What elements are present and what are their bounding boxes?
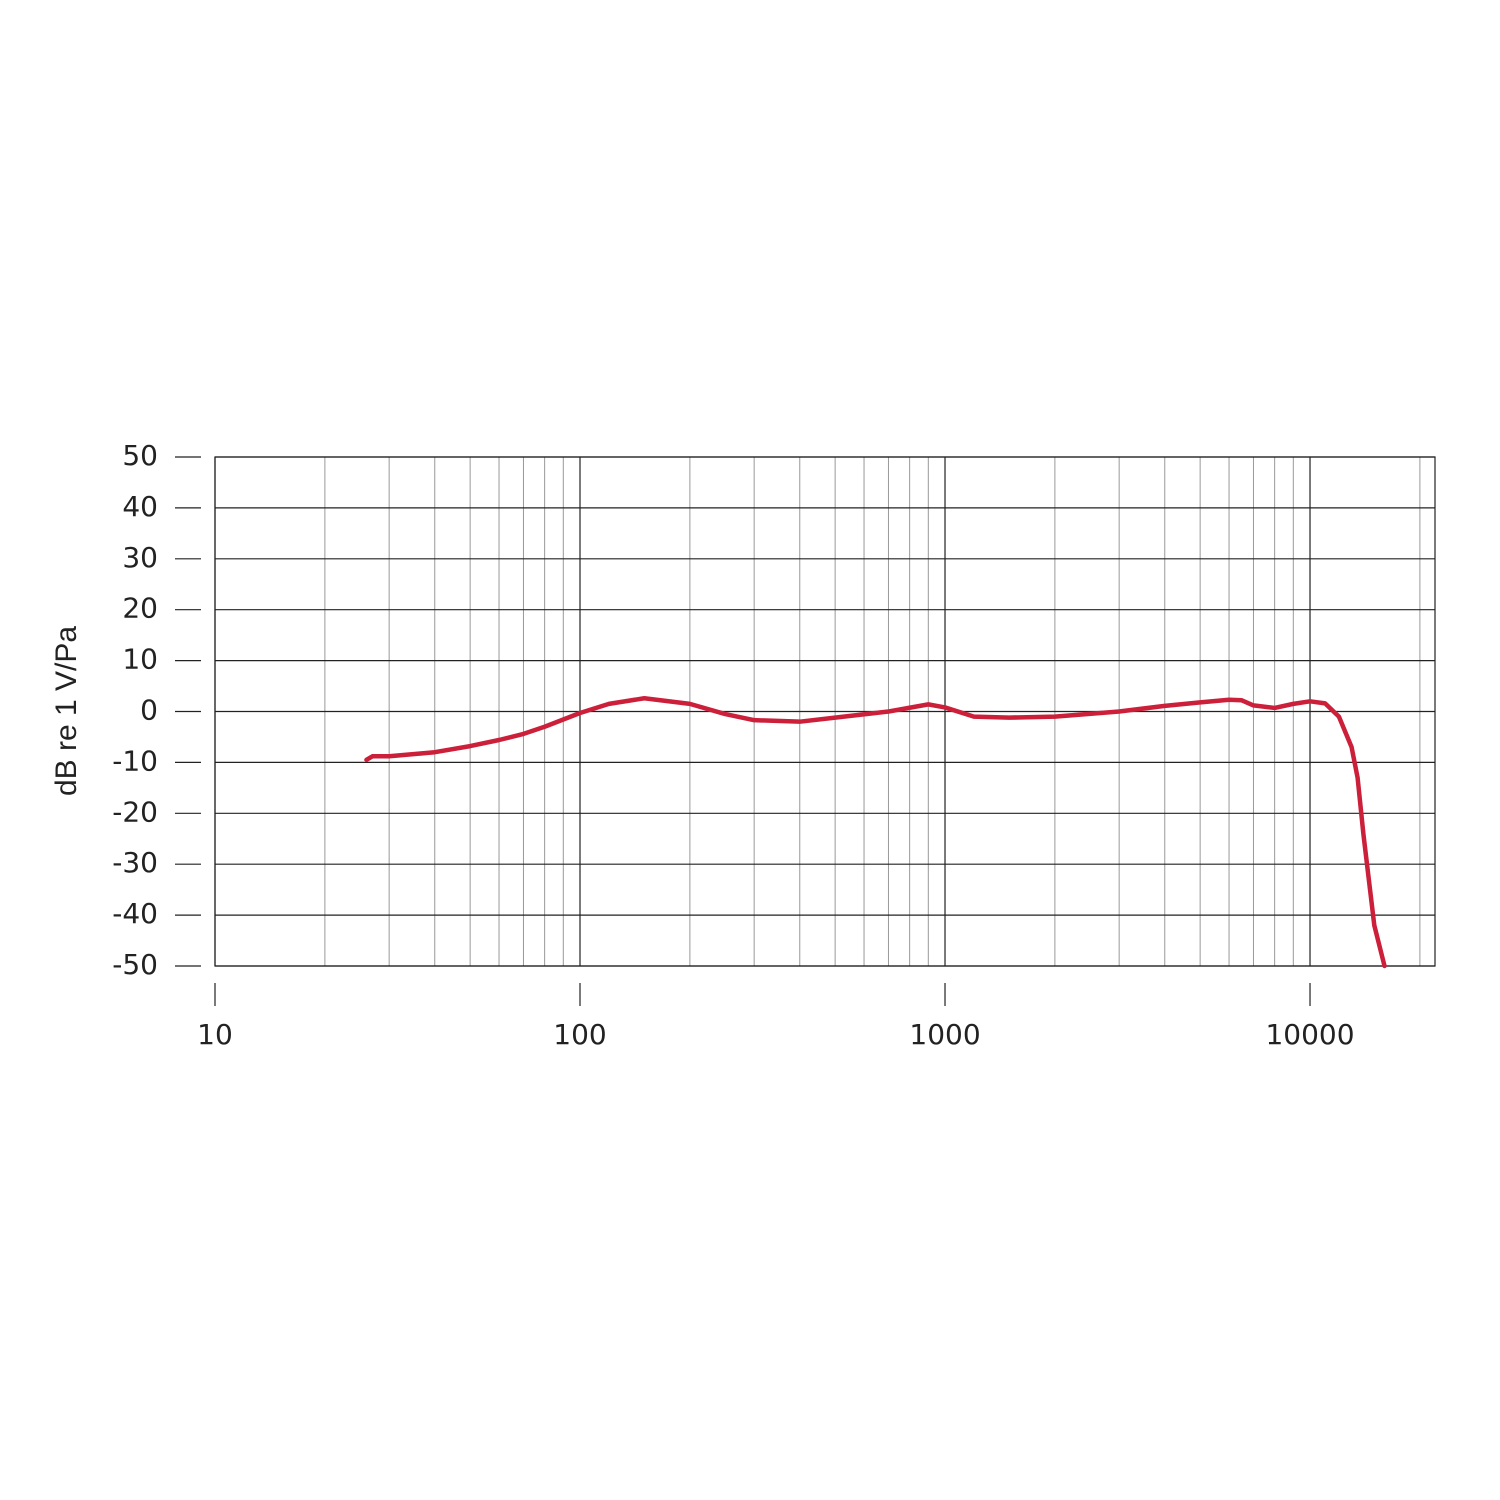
y-tick-label: 40 [122, 490, 158, 523]
x-tick-label: 10000 [1265, 1018, 1354, 1051]
y-tick-label: -40 [112, 897, 158, 930]
x-tick-label: 10 [197, 1018, 233, 1051]
y-tick-label: 30 [122, 541, 158, 574]
y-tick-label: -50 [112, 948, 158, 981]
y-tick-label: 50 [122, 439, 158, 472]
y-tick-label: -10 [112, 744, 158, 777]
response-curve [364, 696, 1387, 969]
y-tick-label: -20 [112, 795, 158, 828]
plot-frame [214, 456, 1436, 967]
y-axis-title: dB re 1 V/Pa [50, 626, 83, 796]
y-tick-label: 20 [122, 592, 158, 625]
y-tick-label: 0 [140, 694, 158, 727]
y-tick-label: 10 [122, 643, 158, 676]
y-tick-label: -30 [112, 846, 158, 879]
x-tick-label: 100 [553, 1018, 606, 1051]
x-tick-label: 1000 [909, 1018, 980, 1051]
